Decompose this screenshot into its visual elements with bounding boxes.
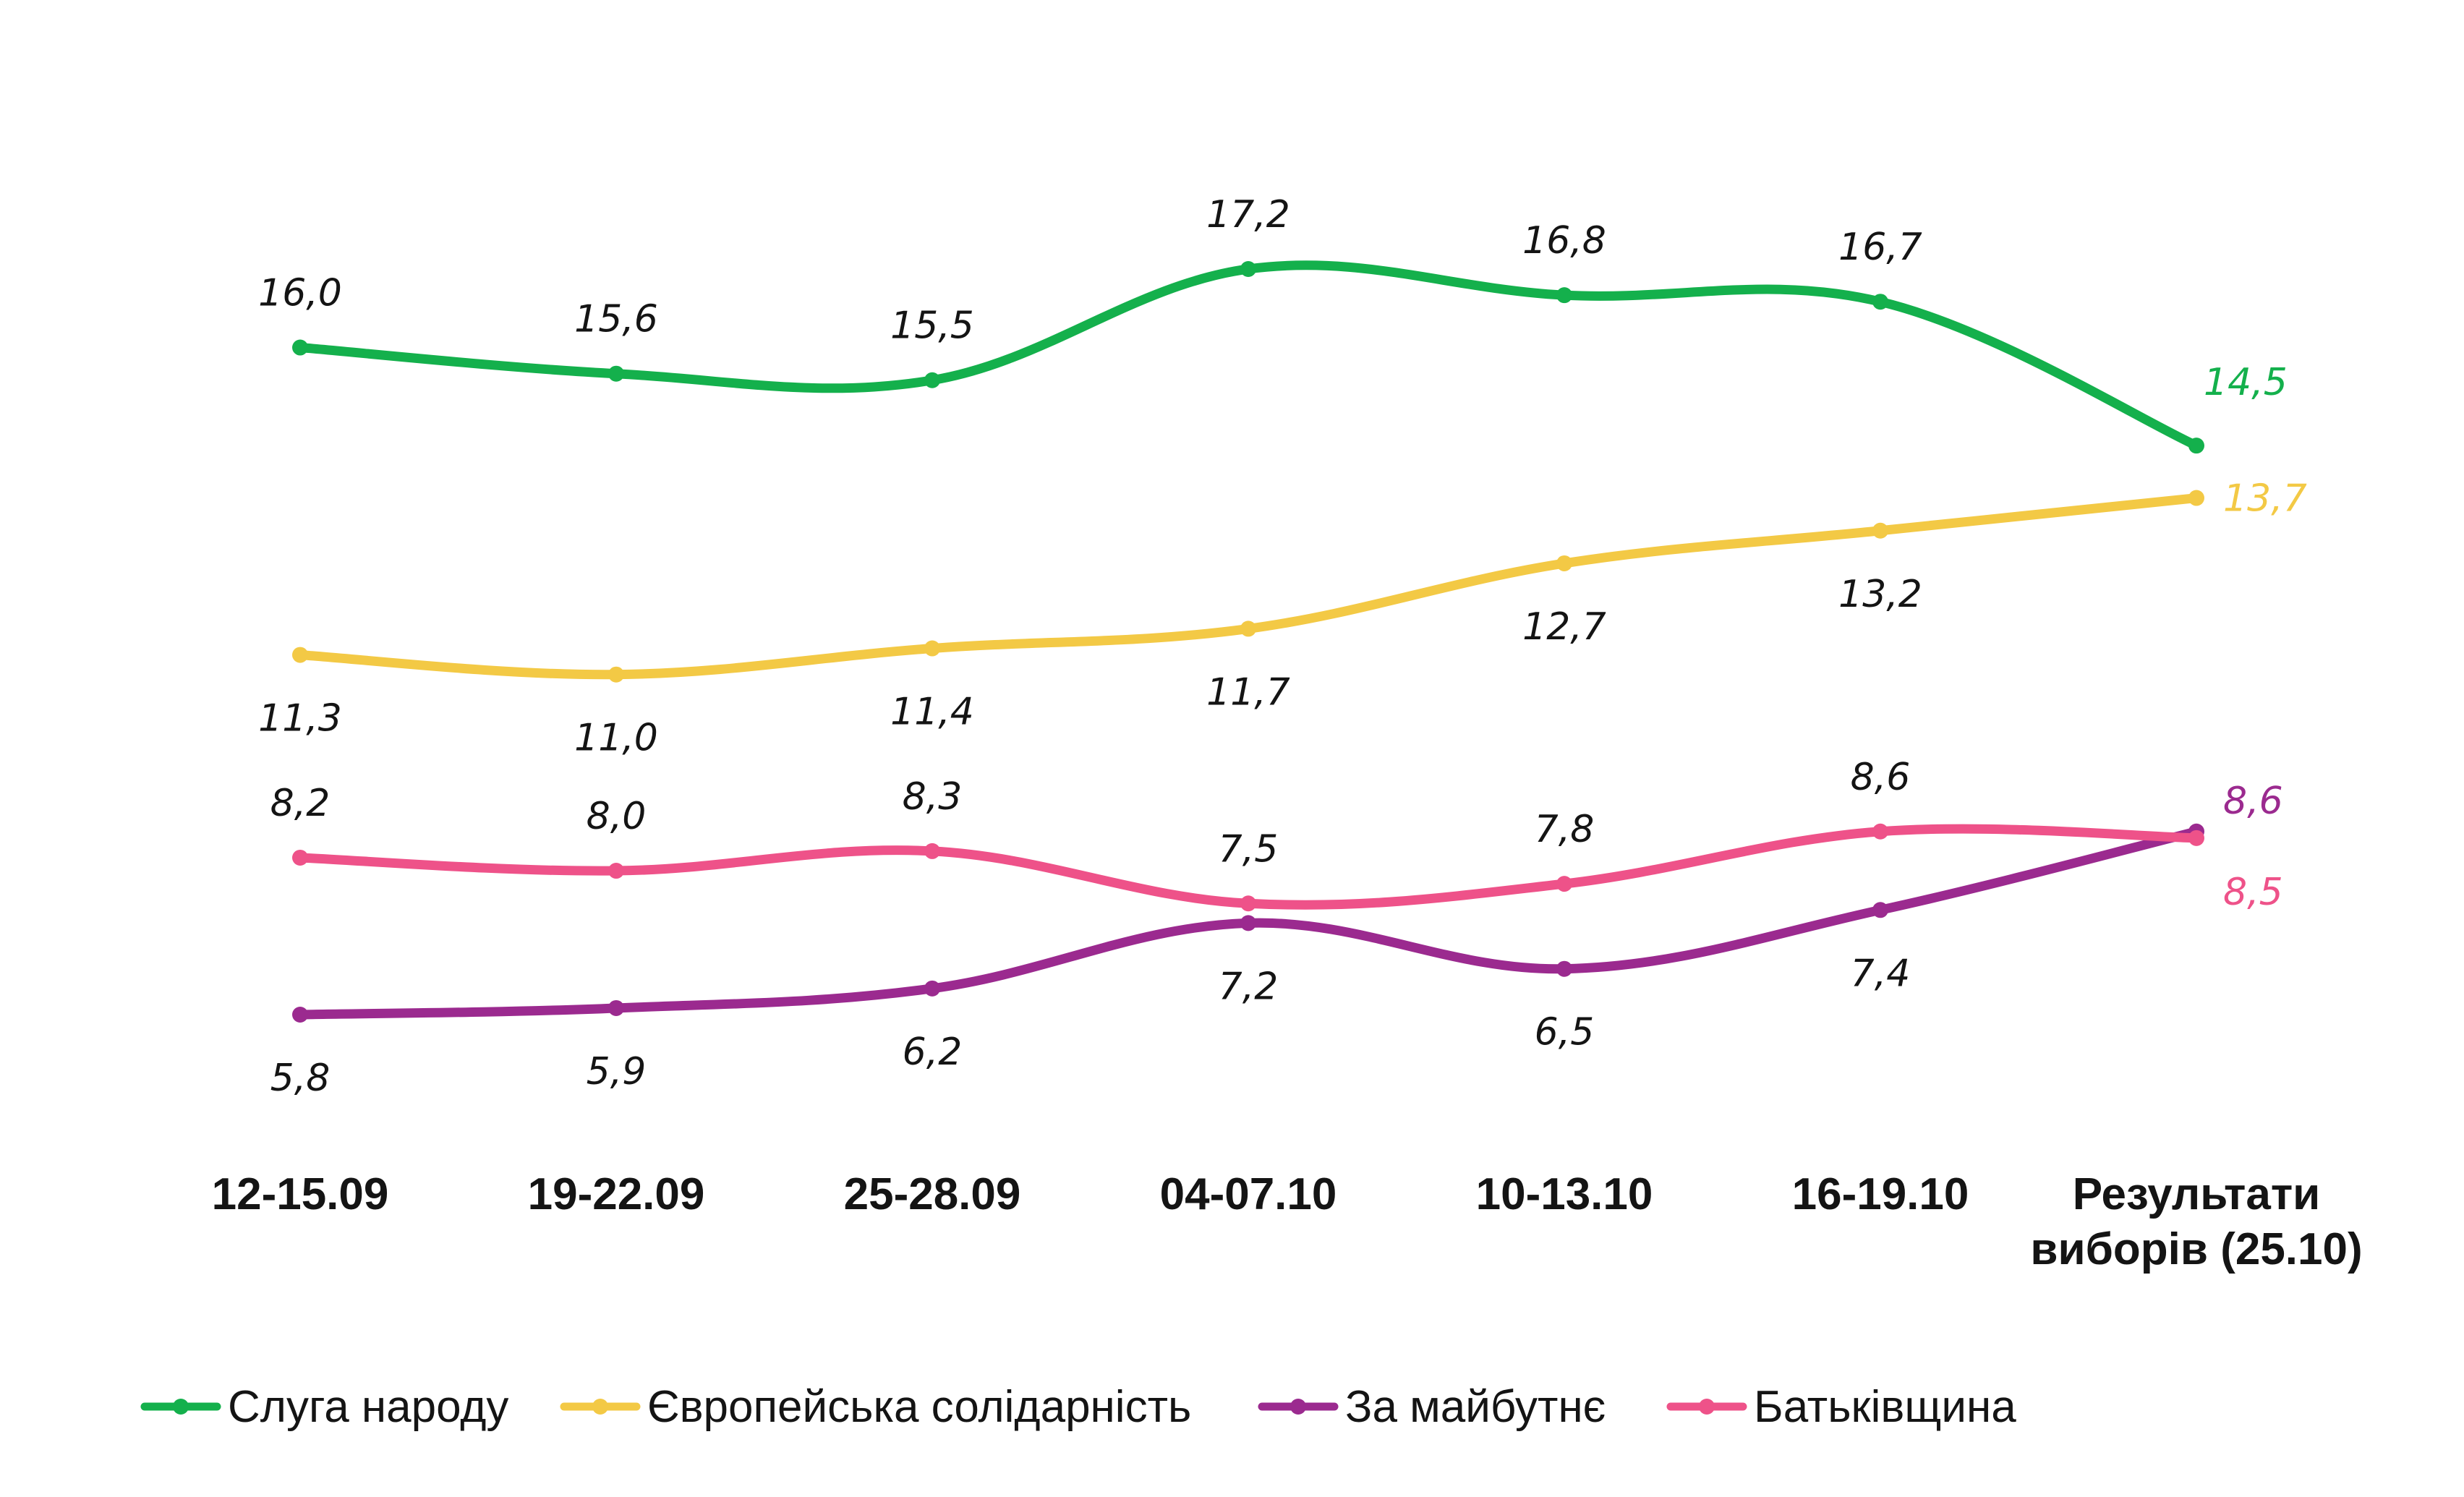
data-label-0-4: 16,8 bbox=[1522, 219, 1606, 263]
data-point-3-3 bbox=[1240, 895, 1256, 912]
data-point-1-2 bbox=[924, 640, 940, 657]
series-line-0 bbox=[295, 260, 2201, 451]
data-label-2-1: 5,9 bbox=[587, 1050, 647, 1093]
data-point-3-4 bbox=[1556, 876, 1572, 892]
x-tick-label-5: 16-19.10 bbox=[1792, 1169, 1969, 1219]
x-tick-label-3: 04-07.10 bbox=[1160, 1169, 1337, 1219]
data-point-1-1 bbox=[608, 666, 624, 683]
data-point-0-6 bbox=[2188, 438, 2204, 454]
data-label-2-3: 7,2 bbox=[1219, 965, 1279, 1008]
data-label-0-6: 14,5 bbox=[2204, 361, 2288, 404]
data-point-0-4 bbox=[1556, 287, 1572, 304]
data-label-0-2: 15,5 bbox=[890, 304, 974, 348]
data-point-1-4 bbox=[1556, 555, 1572, 571]
legend-label-0: Слуга народу bbox=[228, 1382, 508, 1432]
legend-swatch-dot-3 bbox=[1699, 1399, 1715, 1415]
data-point-0-2 bbox=[924, 372, 940, 388]
data-point-0-5 bbox=[1872, 294, 1888, 310]
data-label-3-5: 8,6 bbox=[1851, 756, 1911, 799]
data-point-3-5 bbox=[1872, 823, 1888, 840]
data-point-3-1 bbox=[608, 863, 624, 879]
data-labels-layer: 16,0 15,6 15,5 17,2 16,8 16,7 14,5 11,3 11,0 11,4… bbox=[258, 193, 2307, 1100]
legend-item-2: За майбутнє bbox=[1258, 1382, 1606, 1432]
data-label-0-1: 15,6 bbox=[574, 298, 658, 341]
data-label-2-2: 6,2 bbox=[903, 1031, 963, 1074]
legend-item-1: Європейська солідарність bbox=[560, 1382, 1191, 1432]
data-point-3-0 bbox=[292, 849, 308, 866]
data-point-2-5 bbox=[1872, 902, 1888, 918]
data-label-1-1: 11,0 bbox=[574, 717, 658, 760]
data-point-1-0 bbox=[292, 647, 308, 663]
data-point-0-0 bbox=[292, 339, 308, 356]
series-layer bbox=[292, 260, 2204, 1023]
x-axis-labels: 12-15.09 19-22.09 25-28.09 04-07.10 10-13.10… bbox=[212, 1169, 2363, 1274]
data-point-2-1 bbox=[608, 999, 624, 1016]
data-label-1-5: 13,2 bbox=[1838, 573, 1922, 616]
legend-label-1: Європейська солідарність bbox=[647, 1382, 1191, 1432]
data-point-2-4 bbox=[1556, 960, 1572, 977]
data-label-1-2: 11,4 bbox=[890, 691, 974, 734]
data-label-1-3: 11,7 bbox=[1206, 670, 1290, 714]
data-label-1-0: 11,3 bbox=[258, 697, 342, 741]
data-point-2-3 bbox=[1240, 915, 1256, 931]
data-point-1-5 bbox=[1872, 522, 1888, 539]
x-tick-label-1: 19-22.09 bbox=[528, 1169, 705, 1219]
data-point-3-2 bbox=[924, 843, 940, 859]
x-tick-label-6: Результати виборів (25.10) bbox=[2030, 1169, 2362, 1274]
data-point-2-0 bbox=[292, 1007, 308, 1023]
legend: Слуга народу Європейська солідарність За м… bbox=[140, 1382, 2016, 1432]
data-point-2-2 bbox=[924, 980, 940, 997]
legend-label-3: Батьківщина bbox=[1754, 1382, 2016, 1432]
data-label-0-5: 16,7 bbox=[1838, 226, 1922, 269]
legend-swatch-dot-0 bbox=[173, 1399, 189, 1415]
data-label-2-4: 6,5 bbox=[1535, 1011, 1595, 1054]
legend-item-0: Слуга народу bbox=[140, 1382, 508, 1432]
data-label-3-6: 8,5 bbox=[2223, 871, 2283, 914]
data-label-2-6: 8,6 bbox=[2223, 780, 2283, 823]
data-point-1-3 bbox=[1240, 620, 1256, 637]
data-label-3-2: 8,3 bbox=[903, 775, 963, 819]
data-label-3-0: 8,2 bbox=[270, 782, 331, 825]
data-point-3-6 bbox=[2188, 829, 2204, 846]
data-label-2-0: 5,8 bbox=[270, 1057, 331, 1100]
legend-swatch-dot-1 bbox=[592, 1399, 608, 1415]
x-tick-label-2: 25-28.09 bbox=[844, 1169, 1021, 1219]
data-point-0-1 bbox=[608, 365, 624, 382]
data-label-2-5: 7,4 bbox=[1851, 952, 1911, 995]
legend-label-2: За майбутнє bbox=[1345, 1382, 1606, 1432]
data-label-3-3: 7,5 bbox=[1219, 827, 1279, 871]
data-label-1-6: 13,7 bbox=[2223, 477, 2307, 521]
legend-item-3: Батьківщина bbox=[1666, 1382, 2016, 1432]
data-label-0-3: 17,2 bbox=[1206, 193, 1290, 236]
data-label-0-0: 16,0 bbox=[258, 272, 342, 315]
data-point-0-3 bbox=[1240, 261, 1256, 277]
data-point-1-6 bbox=[2188, 490, 2204, 506]
data-label-3-4: 7,8 bbox=[1535, 808, 1595, 851]
x-tick-label-0: 12-15.09 bbox=[212, 1169, 389, 1219]
data-label-1-4: 12,7 bbox=[1522, 605, 1606, 649]
x-tick-label-4: 10-13.10 bbox=[1476, 1169, 1653, 1219]
data-label-3-1: 8,0 bbox=[587, 795, 647, 838]
legend-swatch-dot-2 bbox=[1290, 1399, 1306, 1415]
